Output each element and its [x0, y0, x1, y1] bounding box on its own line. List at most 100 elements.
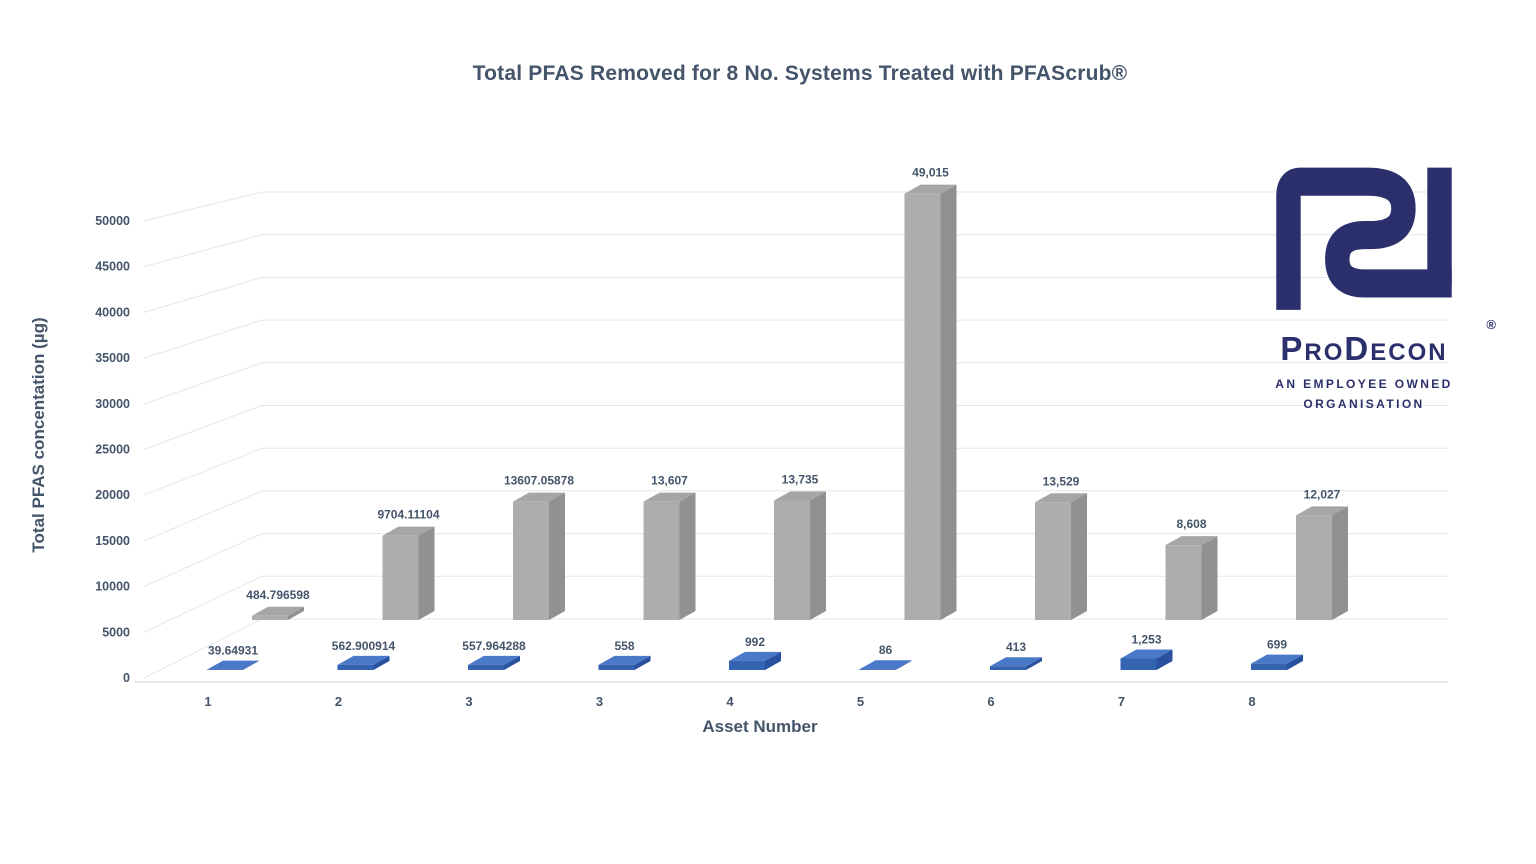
- blue-bar-value-label: 558: [614, 639, 634, 653]
- y-tick-label: 20000: [95, 488, 130, 502]
- prodecon-wordmark: ProDecon ®: [1236, 318, 1496, 367]
- y-axis-title: Total PFAS concentation (µg): [29, 317, 48, 552]
- gridline-diagonal: [143, 234, 263, 268]
- grey-bar-value-label: 13,607: [651, 474, 688, 488]
- wordmark-part: ro: [1304, 339, 1345, 366]
- blue-bar-value-label: 1,253: [1131, 633, 1161, 647]
- tagline-line-2: ORGANISATION: [1303, 397, 1425, 412]
- blue-bar-front: [729, 660, 765, 670]
- gridline-diagonal: [143, 191, 263, 222]
- grey-bar-side: [810, 491, 826, 620]
- grey-bar-top: [1296, 506, 1348, 516]
- prodecon-logo: ProDecon ® AN EMPLOYEE OWNED ORGANISATIO…: [1236, 150, 1496, 415]
- grey-bar-side: [549, 492, 565, 620]
- gridline-diagonal: [143, 533, 263, 588]
- gridline-diagonal: [143, 447, 263, 496]
- gridline-diagonal: [143, 405, 263, 450]
- y-tick-label: 30000: [95, 397, 130, 411]
- x-category-label: 8: [1248, 694, 1255, 709]
- grey-bar-front: [1296, 515, 1332, 620]
- grey-bar-front: [1165, 545, 1202, 620]
- wordmark-part: P: [1280, 330, 1305, 367]
- grey-bar-side: [1201, 536, 1218, 620]
- grey-bar-top: [513, 492, 565, 502]
- grey-bar-value-label: 9704.11104: [377, 508, 439, 522]
- blue-bar-value-label: 992: [745, 635, 765, 649]
- x-category-label: 4: [726, 694, 734, 709]
- grey-bar-top: [643, 492, 696, 502]
- grey-bar-front: [252, 615, 288, 620]
- grey-bar-value-label: 13,529: [1043, 474, 1080, 488]
- blue-bar-top: [337, 655, 390, 665]
- wordmark-part: D: [1344, 330, 1371, 367]
- x-category-label: 3: [465, 694, 472, 709]
- blue-bar-side: [765, 651, 781, 670]
- x-category-label: 6: [987, 694, 994, 709]
- grey-bar-value-label: 13,735: [782, 473, 819, 487]
- blue-bar-top: [990, 657, 1042, 667]
- x-category-label: 3: [596, 694, 603, 709]
- blue-bar-side: [1156, 649, 1173, 670]
- gridline-diagonal: [143, 319, 263, 359]
- grey-bar-front: [513, 501, 549, 620]
- grey-bar-value-label: 8,608: [1176, 517, 1206, 531]
- blue-bar-side: [373, 655, 390, 670]
- y-tick-label: 0: [123, 671, 130, 685]
- grey-bar-top: [1035, 493, 1087, 503]
- grey-bar-top: [904, 184, 957, 194]
- grey-bar-front: [1035, 502, 1071, 620]
- grey-bar-front: [904, 193, 941, 620]
- grey-bar-front: [643, 501, 680, 620]
- blue-bar-value-label: 39.64931: [208, 644, 258, 658]
- y-tick-label: 35000: [95, 351, 130, 365]
- blue-bar-value-label: 562.900914: [332, 639, 396, 653]
- blue-bar-front: [990, 666, 1026, 670]
- blue-bar-value-label: 699: [1267, 638, 1287, 652]
- y-tick-label: 45000: [95, 260, 130, 274]
- tagline-line-1: AN EMPLOYEE OWNED: [1275, 377, 1453, 391]
- blue-bar-value-label: 557.964288: [462, 639, 526, 653]
- grey-bar-side: [940, 184, 957, 620]
- blue-bar-front: [1120, 658, 1157, 670]
- blue-bar-side: [634, 655, 651, 670]
- blue-bar-side: [504, 655, 520, 670]
- blue-bar-top: [729, 651, 781, 661]
- blue-bar-top: [468, 655, 520, 665]
- blue-bar-side: [1026, 657, 1042, 670]
- blue-bar-top: [598, 655, 651, 665]
- grey-bar-front: [774, 500, 810, 620]
- grey-bar-front: [382, 535, 419, 620]
- blue-bar-side: [895, 660, 912, 670]
- x-category-label: 5: [857, 694, 864, 709]
- grey-bar-value-label: 49,015: [912, 166, 949, 180]
- gridline-diagonal: [143, 362, 263, 405]
- prodecon-logo-mark-icon: [1276, 167, 1452, 310]
- grey-bar-top: [1165, 536, 1218, 546]
- logo-mark-main-stroke: [1276, 167, 1452, 310]
- blue-bar-side: [1287, 654, 1303, 670]
- registered-trademark-symbol: ®: [1486, 317, 1498, 332]
- grey-bar-side: [1332, 506, 1348, 620]
- x-axis-title: Asset Number: [702, 717, 818, 736]
- x-category-label: 2: [335, 694, 342, 709]
- grey-bar-value-label: 12,027: [1304, 487, 1341, 501]
- gridline-diagonal: [143, 276, 263, 313]
- blue-bar-top: [207, 660, 259, 670]
- grey-bar-value-label: 484.796598: [246, 588, 310, 602]
- blue-bar-front: [598, 664, 635, 670]
- blue-bar-side: [243, 660, 259, 670]
- y-tick-label: 5000: [102, 625, 130, 639]
- x-category-label: 1: [204, 694, 211, 709]
- grey-bar-value-label: 13607.05878: [504, 474, 574, 488]
- y-tick-label: 10000: [95, 580, 130, 594]
- gridline-diagonal: [143, 575, 263, 633]
- x-category-label: 7: [1118, 694, 1125, 709]
- gridline-diagonal: [143, 490, 263, 542]
- grey-bar-side: [1071, 493, 1087, 620]
- grey-bar-side: [679, 492, 696, 620]
- wordmark-part: econ: [1370, 339, 1448, 366]
- blue-bar-top: [1251, 654, 1303, 664]
- logo-tagline: AN EMPLOYEE OWNED ORGANISATION: [1236, 374, 1492, 415]
